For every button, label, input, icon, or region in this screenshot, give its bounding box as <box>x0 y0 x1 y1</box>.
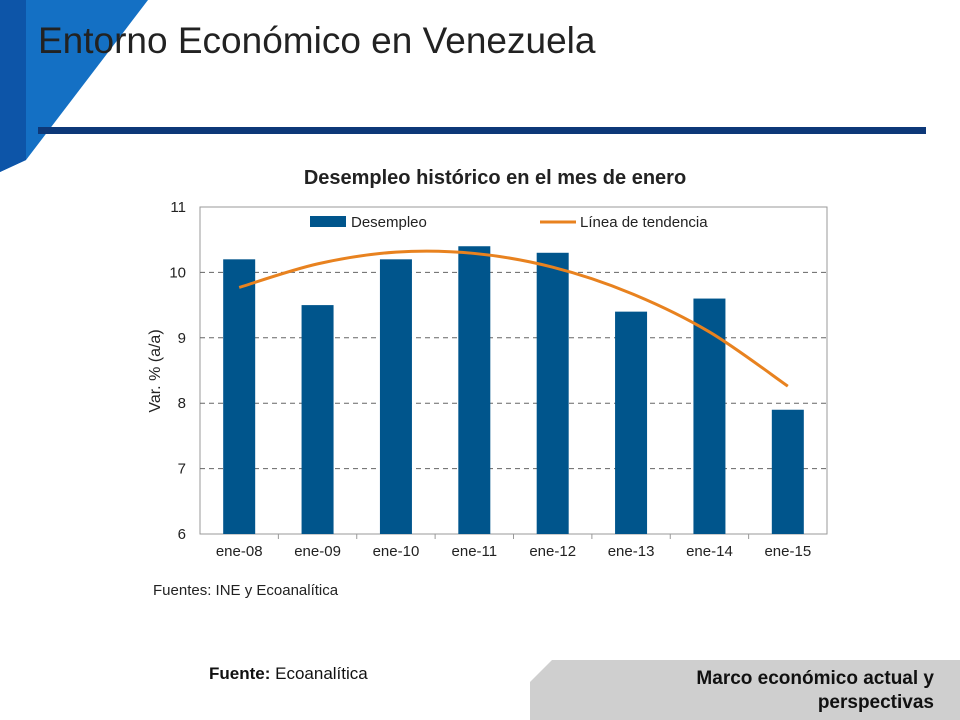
footer-text: Marco económico actual y perspectivas <box>696 668 934 713</box>
source-value: Ecoanalítica <box>275 664 368 683</box>
bar-ene-10 <box>379 259 412 534</box>
y-tick-label: 11 <box>170 199 186 216</box>
bar-ene-14 <box>693 298 726 534</box>
x-tick-label: ene-11 <box>452 543 498 560</box>
plot-area <box>199 206 828 535</box>
legend-label-bar: Desempleo <box>351 214 427 231</box>
x-tick-label: ene-08 <box>216 543 263 560</box>
legend-label-trend: Línea de tendencia <box>580 214 708 231</box>
footer-band <box>530 660 960 720</box>
trend-line <box>238 249 789 388</box>
chart-source-note: Fuentes: INE y Ecoanalítica <box>153 582 339 599</box>
chart-title: Desempleo histórico en el mes de enero <box>304 167 686 189</box>
y-tick-label: 8 <box>178 395 186 412</box>
legend-swatch-bar <box>310 216 346 227</box>
x-tick-label: ene-14 <box>686 543 733 560</box>
bar-ene-08 <box>223 259 256 534</box>
y-tick-label: 7 <box>178 461 186 478</box>
x-tick-label: ene-13 <box>608 543 655 560</box>
source-label: Fuente: <box>209 664 271 683</box>
y-tick-label: 10 <box>169 264 186 281</box>
bar-ene-12 <box>536 252 569 534</box>
x-tick-label: ene-10 <box>373 543 420 560</box>
x-tick-label: ene-15 <box>764 543 811 560</box>
x-tick-label: ene-09 <box>294 543 341 560</box>
x-tick-label: ene-12 <box>529 543 576 560</box>
bar-ene-11 <box>458 246 491 534</box>
y-tick-label: 9 <box>178 330 186 347</box>
bar-ene-15 <box>771 409 804 534</box>
unemployment-chart: Desempleo histórico en el mes de enero 6… <box>147 167 828 599</box>
bar-ene-09 <box>301 305 334 534</box>
slide-source: Fuente: Ecoanalítica <box>209 664 368 684</box>
bars <box>223 246 804 534</box>
y-tick-label: 6 <box>178 526 186 543</box>
x-tick-labels: ene-08 ene-09 ene-10 ene-11 ene-12 ene-13 ene-… <box>216 534 811 560</box>
gridlines <box>200 271 827 470</box>
y-tick-labels: 6 7 8 9 10 11 <box>169 199 186 543</box>
bar-ene-13 <box>615 311 648 534</box>
corner-decoration <box>0 0 148 172</box>
legend: Desempleo Línea de tendencia <box>310 214 708 231</box>
title-underline <box>38 127 926 134</box>
slide-title: Entorno Económico en Venezuela <box>38 20 596 61</box>
y-axis-label: Var. % (a/a) <box>147 329 164 412</box>
